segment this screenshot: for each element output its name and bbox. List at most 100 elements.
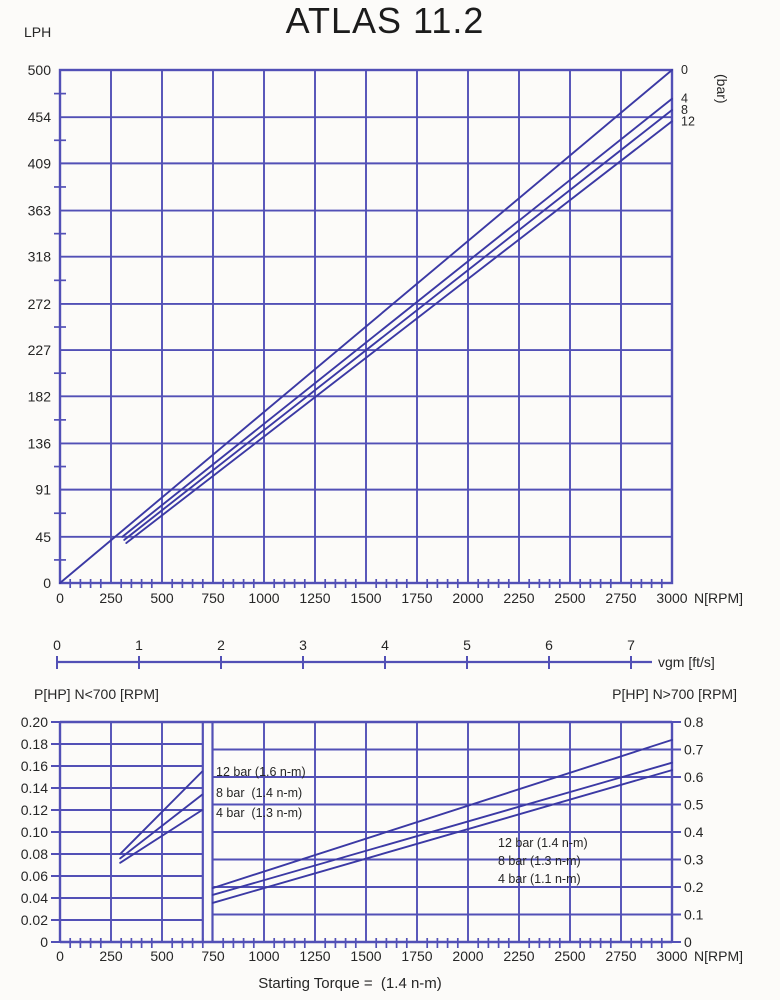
x-tick-label: 1500 <box>350 590 381 606</box>
curve-end-label: 4 <box>681 92 688 106</box>
left-tick-label: 0.16 <box>21 758 48 774</box>
left-tick-label: 0.08 <box>21 846 48 862</box>
x-tick-label: 1250 <box>299 948 330 964</box>
x-tick-label: 500 <box>150 948 174 964</box>
curve-end-label: 12 <box>681 114 695 128</box>
vgm-axis: 0 1 2 3 4 5 6 7 vgm [ft/s] <box>53 637 715 670</box>
right-tick-label: 0.3 <box>684 852 704 868</box>
y-tick-label: 500 <box>28 62 52 78</box>
x-tick-label: 2250 <box>503 590 534 606</box>
x-axis-label: N[RPM] <box>694 948 743 964</box>
right-tick-label: 0.2 <box>684 879 704 895</box>
low-range-annotation: 12 bar (1.6 n-m) <box>216 765 306 779</box>
power-chart: 0.200.180.160.140.120.100.080.060.040.02… <box>21 714 743 964</box>
y-tick-label: 136 <box>28 435 52 451</box>
vgm-tick-label: 0 <box>53 637 61 653</box>
x-tick-label: 250 <box>99 590 123 606</box>
x-tick-label: 500 <box>150 590 174 606</box>
vgm-tick-label: 6 <box>545 637 553 653</box>
y-tick-label: 45 <box>35 529 51 545</box>
right-tick-label: 0.1 <box>684 907 704 923</box>
left-tick-label: 0.10 <box>21 824 48 840</box>
x-tick-label: 1750 <box>401 948 432 964</box>
vgm-axis-label: vgm [ft/s] <box>658 654 715 670</box>
low-range-annotation: 4 bar (1.3 n-m) <box>216 806 302 820</box>
curve-end-label: 8 <box>681 103 688 117</box>
low-range-annotation: 8 bar (1.4 n-m) <box>216 786 302 800</box>
high-range-annotation: 8 bar (1.3 n-m) <box>498 854 581 868</box>
right-tick-label: 0.6 <box>684 769 704 785</box>
flow-curve-4-bar <box>121 97 673 538</box>
x-tick-label: 0 <box>56 948 64 964</box>
y-tick-label: 0 <box>43 575 51 591</box>
right-tick-label: 0.7 <box>684 742 704 758</box>
power-low-curve-8-bar <box>119 793 204 860</box>
vgm-tick-label: 2 <box>217 637 225 653</box>
left-tick-label: 0.20 <box>21 714 48 730</box>
right-tick-label: 0.5 <box>684 797 704 813</box>
right-tick-label: 0 <box>684 934 692 950</box>
x-tick-label: 2500 <box>554 590 585 606</box>
y-tick-label: 454 <box>28 109 52 125</box>
y-tick-label: 363 <box>28 203 52 219</box>
curve-end-label: 0 <box>681 63 688 77</box>
right-tick-label: 0.4 <box>684 824 704 840</box>
flow-curve-0-bar <box>59 69 673 584</box>
left-tick-label: 0 <box>40 934 48 950</box>
power-low-curve-4-bar <box>119 809 204 864</box>
vgm-tick-label: 1 <box>135 637 143 653</box>
vgm-tick-label: 3 <box>299 637 307 653</box>
y-tick-label: 91 <box>35 482 51 498</box>
high-range-annotation: 12 bar (1.4 n-m) <box>498 836 588 850</box>
x-tick-label: 1250 <box>299 590 330 606</box>
left-tick-label: 0.02 <box>21 912 48 928</box>
x-tick-label: 2250 <box>503 948 534 964</box>
left-tick-label: 0.18 <box>21 736 48 752</box>
right-tick-label: 0.8 <box>684 714 704 730</box>
flow-curve-8-bar <box>123 109 673 541</box>
x-tick-label: 750 <box>201 590 225 606</box>
x-tick-label: 2000 <box>452 590 483 606</box>
x-tick-label: 3000 <box>656 590 687 606</box>
vgm-tick-label: 7 <box>627 637 635 653</box>
x-tick-label: 1500 <box>350 948 381 964</box>
starting-torque-caption: Starting Torque = (1.4 n-m) <box>258 975 442 992</box>
x-tick-label: 0 <box>56 590 64 606</box>
y-tick-label: 272 <box>28 296 52 312</box>
power-right-axis-title: P[HP] N>700 [RPM] <box>612 686 737 702</box>
x-tick-label: 2500 <box>554 948 585 964</box>
y-tick-label: 182 <box>28 388 52 404</box>
power-low-curve-12-bar <box>119 770 204 855</box>
x-tick-label: 2750 <box>605 948 636 964</box>
bar-unit-label: (bar) <box>714 74 730 104</box>
x-tick-label: 1750 <box>401 590 432 606</box>
high-range-annotation: 4 bar (1.1 n-m) <box>498 872 581 886</box>
y-tick-label: 318 <box>28 249 52 265</box>
x-tick-label: 3000 <box>656 948 687 964</box>
power-high-curve-4-bar <box>211 769 673 904</box>
x-tick-label: 250 <box>99 948 123 964</box>
left-tick-label: 0.12 <box>21 802 48 818</box>
page-title: ATLAS 11.2 <box>285 0 485 41</box>
power-left-axis-title: P[HP] N<700 [RPM] <box>34 686 159 702</box>
vgm-tick-label: 4 <box>381 637 389 653</box>
vgm-tick-label: 5 <box>463 637 471 653</box>
x-tick-label: 1000 <box>248 948 279 964</box>
y-tick-label: 409 <box>28 155 52 171</box>
y-tick-label: 227 <box>28 342 52 358</box>
left-tick-label: 0.06 <box>21 868 48 884</box>
x-axis-label: N[RPM] <box>694 590 743 606</box>
flow-curve-12-bar <box>125 120 673 544</box>
power-high-curve-12-bar <box>211 738 673 890</box>
x-tick-label: 1000 <box>248 590 279 606</box>
power-high-curve-8-bar <box>211 761 673 896</box>
x-tick-label: 2750 <box>605 590 636 606</box>
left-tick-label: 0.14 <box>21 780 48 796</box>
left-tick-label: 0.04 <box>21 890 48 906</box>
x-tick-label: 2000 <box>452 948 483 964</box>
flow-y-axis-unit-label: LPH <box>24 24 52 40</box>
x-tick-label: 750 <box>201 948 225 964</box>
